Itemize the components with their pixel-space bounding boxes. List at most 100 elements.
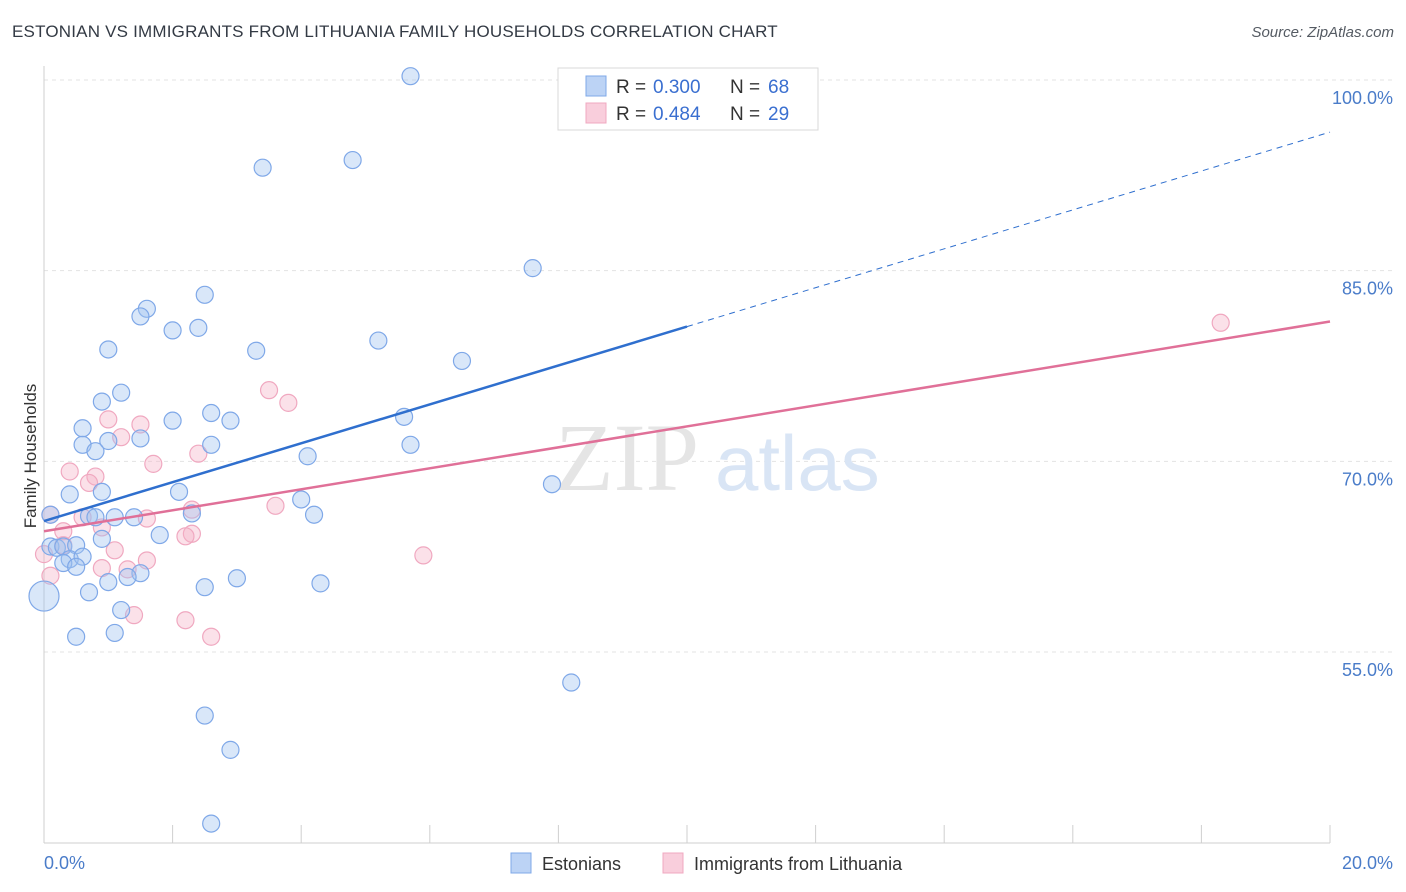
lithuania-point-27 (41, 566, 60, 585)
lithuania-point-10 (79, 473, 99, 493)
lithuania-point-23 (414, 546, 433, 565)
grid (44, 79, 1392, 653)
estonian-point-15 (202, 403, 221, 423)
estonian-point-21 (131, 429, 150, 448)
estonian-point-39 (150, 525, 169, 545)
legend-swatch-estonians (585, 75, 607, 97)
source-label: Source: ZipAtlas.com (1251, 24, 1394, 41)
estonian-point-41 (41, 537, 60, 556)
estonian-point-46 (73, 547, 92, 566)
y-tick-label-3: 100.0% (1332, 88, 1393, 108)
estonian-point-35 (105, 508, 124, 527)
lithuania-point-3 (99, 410, 118, 429)
lithuania-point-21 (105, 541, 124, 560)
estonian-point-7 (163, 321, 182, 340)
estonian-point-19 (73, 419, 92, 438)
estonian-point-5 (137, 299, 156, 318)
estonian-point-63 (202, 814, 221, 833)
watermark: ZIP atlas (555, 404, 880, 511)
lithuania-point-29 (176, 611, 195, 630)
legend-r-value-2: 0.484 (653, 104, 701, 125)
estonian-point-26 (298, 447, 317, 466)
estonian-point-0 (401, 67, 420, 86)
bottom-legend-swatch-estonians (510, 852, 532, 874)
lithuania-point-2 (279, 393, 298, 412)
legend-n-value-2: 29 (768, 104, 789, 125)
estonian-point-58 (105, 623, 124, 643)
legend-n-label-1: N = (730, 77, 760, 98)
estonian-point-9 (369, 331, 388, 350)
estonian-point-24 (401, 435, 420, 454)
estonian-point-27 (542, 475, 562, 494)
estonian-point-40 (92, 529, 111, 548)
legend-n-label-2: N = (730, 104, 760, 125)
estonian-point-42 (47, 538, 66, 557)
estonian-point-17 (163, 411, 182, 430)
legend-r-label-1: R = (616, 77, 646, 98)
estonian-point-23 (202, 435, 221, 454)
lithuania-point-1 (259, 381, 279, 400)
tick-labels: 55.0% 70.0% 85.0% 100.0% 0.0% 20.0% (44, 88, 1393, 873)
bottom-legend-swatch-lithuania (662, 852, 684, 874)
lithuania-point-30 (202, 627, 221, 646)
estonian-point-14 (92, 392, 111, 411)
estonian-point-54 (311, 574, 330, 593)
estonian-point-61 (195, 706, 214, 725)
estonian-point-25 (86, 442, 105, 461)
estonian-point-8 (189, 318, 208, 337)
estonian-point-59 (67, 627, 86, 646)
estonian-point-57 (112, 600, 131, 620)
lithuania-point-19 (176, 527, 195, 546)
legend: R = 0.300 N = 68 R = 0.484 N = 29 (557, 67, 819, 131)
estonian-point-4 (195, 285, 214, 304)
lithuania-point-6 (189, 444, 208, 463)
trend-lines (43, 131, 1331, 533)
estonian-trend-dashed (686, 131, 1331, 328)
watermark-atlas: atlas (715, 419, 880, 507)
estonian-point-12 (452, 351, 472, 371)
x-tick-label-1: 20.0% (1342, 853, 1393, 873)
estonian-point-10 (99, 340, 118, 359)
estonian-point-13 (112, 383, 131, 402)
bottom-legend: Estonians Immigrants from Lithuania (510, 852, 903, 874)
estonian-point-51 (227, 569, 246, 588)
y-tick-label-2: 85.0% (1342, 279, 1393, 299)
legend-r-value-1: 0.300 (653, 77, 701, 98)
estonian-point-29 (92, 482, 111, 501)
bottom-legend-lithuania: Immigrants from Lithuania (694, 854, 903, 874)
estonian-point-56 (28, 580, 60, 612)
chart-title: ESTONIAN VS IMMIGRANTS FROM LITHUANIA FA… (12, 22, 778, 41)
legend-swatch-lithuania (585, 102, 607, 124)
legend-r-label-2: R = (616, 104, 646, 125)
y-tick-label-1: 70.0% (1342, 469, 1393, 489)
estonian-point-18 (221, 411, 240, 430)
lithuania-point-7 (144, 454, 163, 473)
estonian-point-48 (67, 557, 86, 576)
estonian-point-55 (79, 583, 99, 602)
bottom-legend-estonians: Estonians (542, 854, 621, 874)
estonian-point-11 (247, 341, 266, 360)
x-tick-label-0: 0.0% (44, 853, 85, 873)
lithuania-trend-line (43, 320, 1331, 533)
estonian-point-6 (131, 307, 150, 326)
estonian-point-37 (182, 504, 201, 523)
estonian-point-53 (195, 578, 214, 597)
lithuania-point-11 (266, 496, 285, 515)
estonian-point-60 (562, 673, 581, 692)
estonian-trend-solid (43, 325, 688, 523)
lithuania-point-4 (131, 415, 150, 434)
estonian-point-31 (292, 490, 311, 509)
watermark-zip: ZIP (555, 404, 699, 511)
legend-n-value-1: 68 (768, 77, 789, 98)
axes (43, 66, 1331, 844)
estonian-point-52 (99, 572, 118, 592)
estonian-point-3 (523, 259, 542, 278)
estonian-points (28, 67, 581, 833)
estonian-point-2 (253, 158, 272, 177)
estonian-point-30 (169, 482, 189, 501)
y-tick-label-0: 55.0% (1342, 660, 1393, 680)
estonian-point-50 (118, 567, 137, 587)
estonian-point-62 (221, 740, 240, 759)
